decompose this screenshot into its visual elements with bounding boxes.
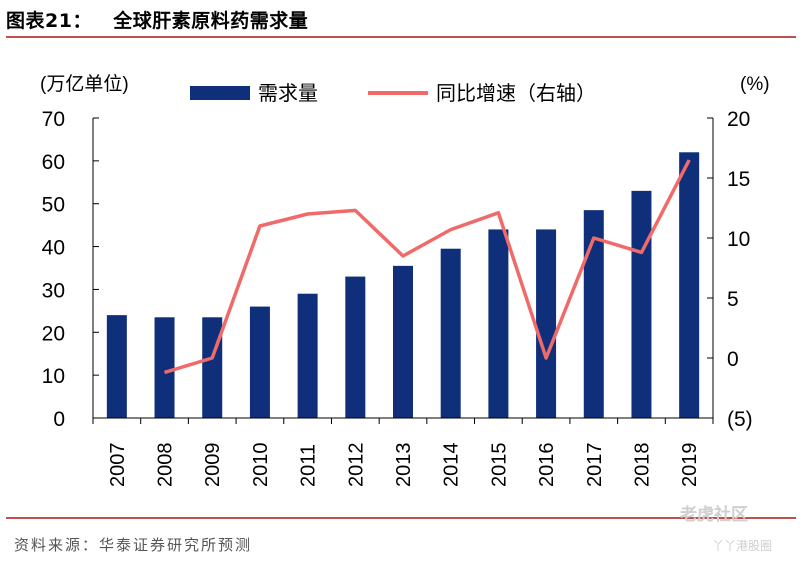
y-left-tick-label: 30 bbox=[42, 279, 65, 302]
y-right-tick-label: 15 bbox=[727, 168, 750, 191]
x-tick-label: 2018 bbox=[631, 443, 653, 488]
bar bbox=[583, 210, 604, 418]
bar bbox=[679, 152, 700, 419]
bar bbox=[106, 315, 127, 418]
title-divider bbox=[6, 36, 796, 38]
x-tick-label: 2019 bbox=[679, 443, 701, 488]
legend-swatch-bar bbox=[190, 86, 250, 100]
bar bbox=[631, 190, 652, 418]
y-left-tick-label: 60 bbox=[42, 151, 65, 174]
y-left-tick-label: 10 bbox=[42, 365, 65, 388]
watermark-sub: 丫丫港股圈 bbox=[712, 539, 773, 553]
footer-divider bbox=[6, 517, 796, 519]
y-left-tick-label: 70 bbox=[42, 108, 65, 131]
growth-line bbox=[163, 159, 691, 375]
legend-label-line: 同比增速（右轴） bbox=[436, 82, 596, 105]
x-tick-label: 2014 bbox=[441, 443, 463, 488]
y-right-tick-label: 5 bbox=[727, 288, 739, 311]
x-tick-label: 2008 bbox=[155, 443, 177, 488]
y-axis-right-label: (%) bbox=[740, 74, 770, 95]
bar bbox=[536, 229, 557, 418]
watermark-logo: 老虎社区 bbox=[680, 505, 748, 525]
y-right-tick-label: (5) bbox=[727, 408, 753, 431]
x-tick-label: 2009 bbox=[202, 443, 224, 488]
bar bbox=[488, 229, 509, 418]
bar bbox=[202, 317, 223, 418]
y-left-tick-label: 0 bbox=[53, 408, 65, 431]
y-right-tick-label: 0 bbox=[727, 348, 739, 371]
bar bbox=[154, 317, 175, 418]
x-tick-label: 2013 bbox=[393, 443, 415, 488]
bar bbox=[345, 276, 366, 418]
bar bbox=[297, 293, 318, 418]
x-tick-label: 2017 bbox=[584, 443, 606, 488]
x-tick-label: 2010 bbox=[250, 443, 272, 488]
x-tick-label: 2015 bbox=[488, 442, 510, 487]
x-tick-label: 2016 bbox=[536, 443, 558, 488]
y-axis-left-label: (万亿单位) bbox=[40, 73, 129, 95]
y-left-tick-label: 20 bbox=[42, 322, 65, 345]
y-right-tick-label: 10 bbox=[727, 228, 750, 251]
y-right-tick-label: 20 bbox=[727, 108, 750, 131]
source-note: 资料来源：华泰证券研究所预测 bbox=[14, 536, 253, 554]
x-tick-label: 2011 bbox=[298, 444, 320, 487]
x-tick-label: 2007 bbox=[107, 443, 129, 488]
x-tick-label: 2012 bbox=[345, 443, 367, 488]
legend-label-bar: 需求量 bbox=[258, 82, 318, 105]
bar bbox=[249, 306, 270, 418]
y-left-tick-label: 50 bbox=[42, 194, 65, 217]
chart-title: 图表21： 全球肝素原料药需求量 bbox=[6, 10, 309, 32]
y-left-tick-label: 40 bbox=[42, 237, 65, 260]
bar bbox=[440, 248, 461, 418]
bar bbox=[393, 265, 413, 418]
